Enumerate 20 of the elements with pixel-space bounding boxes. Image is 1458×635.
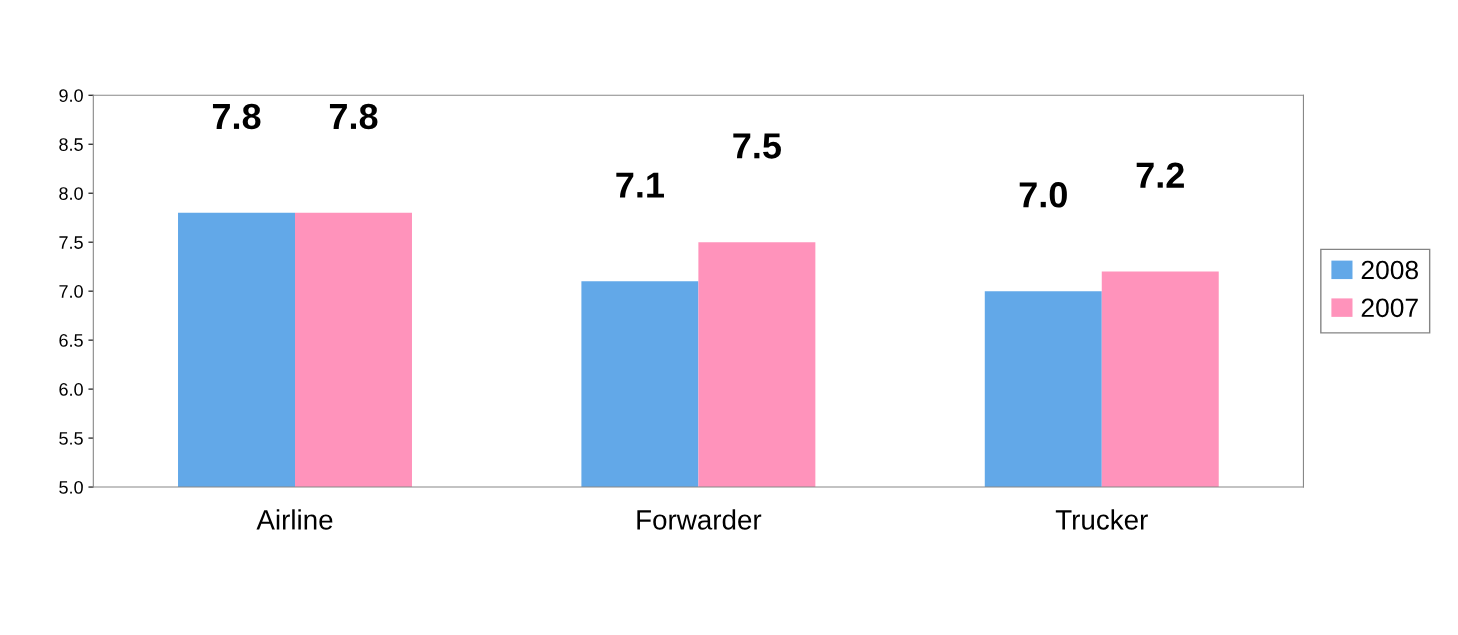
legend-label: 2007 xyxy=(1361,298,1418,318)
data-label: 7.8 xyxy=(212,103,261,130)
legend-label: 2008 xyxy=(1361,260,1418,280)
y-tick-label: 6.5 xyxy=(59,334,83,347)
x-tick-label: Trucker xyxy=(1055,509,1148,530)
data-label: 7.0 xyxy=(1019,182,1067,208)
y-tick-label: 8.5 xyxy=(59,138,83,151)
y-tick-label: 5.5 xyxy=(59,432,83,445)
data-label: 7.8 xyxy=(329,103,378,130)
y-tick-label: 9.0 xyxy=(59,89,83,102)
data-label: 7.1 xyxy=(616,172,664,198)
y-tick-label: 6.0 xyxy=(59,383,83,396)
x-tick-label: Airline xyxy=(256,509,333,530)
y-tick-label: 5.0 xyxy=(59,480,83,494)
y-tick-label: 7.5 xyxy=(59,236,83,249)
y-tick-label: 7.0 xyxy=(59,285,83,298)
data-label: 7.2 xyxy=(1136,162,1184,188)
data-label: 7.5 xyxy=(733,133,781,159)
x-tick-label: Forwarder xyxy=(637,509,762,530)
y-tick-label: 8.0 xyxy=(59,187,83,200)
